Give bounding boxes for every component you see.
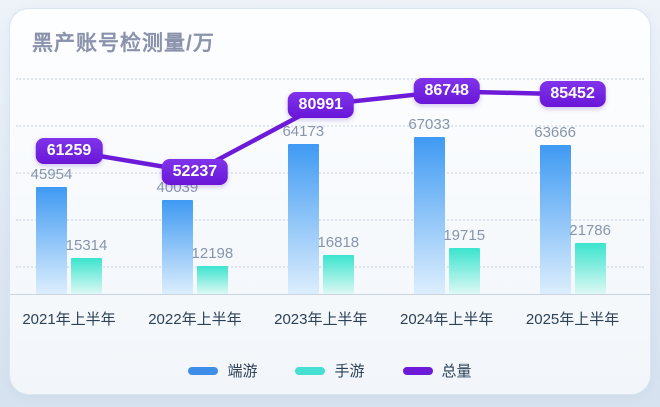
chart-title: 黑产账号检测量/万 bbox=[32, 32, 215, 55]
legend-item-手游[interactable]: 手游 bbox=[295, 360, 365, 381]
bar-手游 bbox=[322, 254, 354, 294]
x-axis-label: 2022年上半年 bbox=[148, 311, 242, 328]
bar-value-label: 19715 bbox=[443, 226, 486, 244]
bar-端游 bbox=[287, 144, 319, 294]
bar-端游 bbox=[413, 137, 445, 294]
bar-手游 bbox=[574, 243, 606, 294]
total-badge: 61259 bbox=[35, 137, 103, 164]
legend-swatch-icon bbox=[295, 366, 326, 375]
legend-swatch-icon bbox=[188, 366, 219, 375]
bar-手游 bbox=[448, 247, 480, 294]
legend-label: 端游 bbox=[227, 363, 258, 380]
x-axis-label: 2024年上半年 bbox=[400, 311, 494, 328]
gridline bbox=[16, 78, 644, 80]
bar-value-label: 63666 bbox=[534, 124, 576, 142]
total-badge: 85452 bbox=[539, 81, 606, 108]
legend-swatch-icon bbox=[402, 366, 433, 375]
legend-item-端游[interactable]: 端游 bbox=[188, 360, 257, 381]
x-axis-line bbox=[10, 294, 650, 295]
x-axis-label: 2021年上半年 bbox=[22, 311, 116, 328]
bar-手游 bbox=[71, 258, 102, 294]
total-badge: 86748 bbox=[413, 78, 480, 105]
chart-card: 黑产账号检测量/万 45954 40039 64173 67033 63666 15314… bbox=[9, 8, 651, 395]
total-badge: 80991 bbox=[287, 91, 355, 118]
bar-value-label: 15314 bbox=[65, 237, 108, 255]
bar-value-label: 16818 bbox=[317, 233, 360, 251]
plot-area: 45954 40039 64173 67033 63666 15314 12198 16818… bbox=[10, 9, 650, 394]
legend-label: 总量 bbox=[441, 363, 472, 380]
bar-手游 bbox=[196, 265, 228, 294]
bar-value-label: 45954 bbox=[30, 165, 73, 183]
x-axis-label: 2023年上半年 bbox=[274, 311, 368, 328]
gridline bbox=[16, 219, 644, 221]
legend-item-总量[interactable]: 总量 bbox=[402, 360, 472, 381]
x-axis-label: 2025年上半年 bbox=[525, 311, 620, 328]
bar-value-label: 67033 bbox=[408, 116, 451, 134]
total-badge: 52237 bbox=[161, 158, 229, 185]
bar-端游 bbox=[539, 145, 571, 294]
bar-value-label: 21786 bbox=[569, 222, 611, 240]
legend: 端游 手游 总量 bbox=[10, 360, 650, 381]
bar-端游 bbox=[36, 186, 67, 294]
bar-端游 bbox=[161, 200, 193, 294]
bar-value-label: 64173 bbox=[282, 123, 325, 141]
legend-label: 手游 bbox=[334, 363, 365, 380]
bar-value-label: 12198 bbox=[191, 244, 234, 262]
